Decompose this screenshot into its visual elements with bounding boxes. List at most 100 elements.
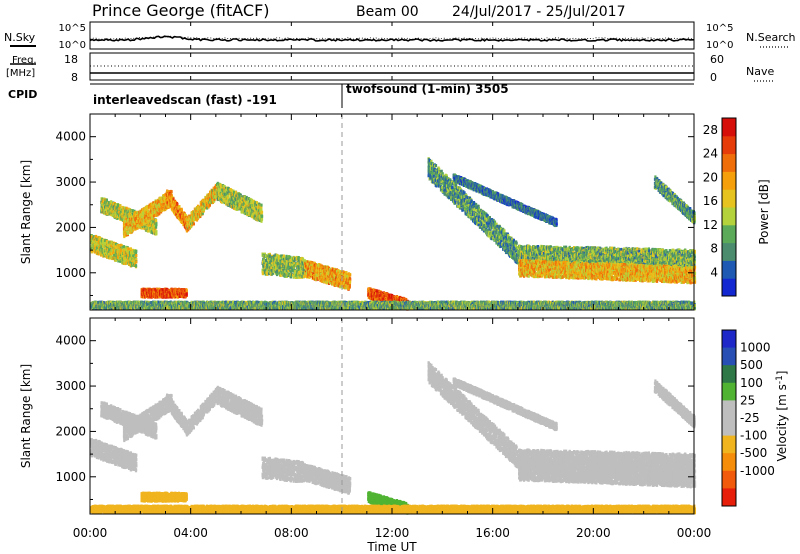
heatmap-cell <box>127 218 130 222</box>
heatmap-cell <box>125 206 128 210</box>
heatmap-cell <box>155 222 158 226</box>
heatmap-cell <box>116 216 119 220</box>
nsearch-noise-trace <box>89 35 695 40</box>
heatmap-cell <box>349 280 352 284</box>
heatmap-cell <box>137 213 140 217</box>
station-title: Prince George (fitACF) <box>92 1 270 20</box>
heatmap-cell <box>129 260 132 264</box>
heatmap-cell <box>122 206 125 210</box>
heatmap-cell <box>149 211 152 215</box>
heatmap-cell <box>105 247 108 251</box>
heatmap-cell <box>110 213 113 217</box>
heatmap-cell <box>125 219 128 223</box>
freq-tick-right-top: 60 <box>710 53 724 66</box>
heatmap-cell <box>95 240 98 244</box>
heatmap-cell <box>119 204 122 208</box>
heatmap-cell <box>117 203 120 207</box>
heatmap-cell <box>126 231 129 235</box>
heatmap-cell <box>110 200 113 204</box>
heatmap-cell <box>143 226 146 230</box>
heatmap-cell <box>114 211 117 214</box>
heatmap-cell <box>170 190 173 194</box>
heatmap-cell <box>126 225 129 229</box>
nsky-tick-left-bottom: 10^0 <box>59 40 86 51</box>
heatmap-cell <box>348 284 351 287</box>
heatmap-cell <box>135 260 138 264</box>
heatmap-cell <box>146 205 149 209</box>
heatmap-cell <box>260 217 264 221</box>
heatmap-cell <box>146 208 149 212</box>
heatmap-cell <box>349 273 352 277</box>
heatmap-cell <box>101 239 105 242</box>
heatmap-cell <box>118 206 121 210</box>
heatmap-cell <box>155 231 158 235</box>
nsearch-legend-label: N.Search <box>746 31 796 44</box>
heatmap-cell <box>134 211 137 214</box>
beam-label: Beam 00 <box>356 4 419 20</box>
heatmap-cell <box>100 252 103 256</box>
heatmap-cell <box>124 206 127 210</box>
heatmap-cell <box>155 219 158 222</box>
heatmap-cell <box>110 244 113 248</box>
heatmap-cell <box>129 223 132 227</box>
heatmap-cell <box>130 215 133 219</box>
heatmap-cell <box>112 248 115 252</box>
heatmap-cell <box>180 208 183 212</box>
heatmap-cell <box>155 225 158 229</box>
heatmap-cell <box>104 239 107 243</box>
heatmap-cell <box>122 245 126 249</box>
date-range: 24/Jul/2017 - 25/Jul/2017 <box>452 4 626 20</box>
heatmap-cell <box>260 214 264 218</box>
heatmap-cell <box>118 259 121 263</box>
heatmap-cell <box>105 205 108 209</box>
heatmap-cell <box>129 229 132 233</box>
heatmap-cell <box>148 225 151 229</box>
heatmap-cell <box>112 205 115 209</box>
heatmap-cell <box>119 217 122 221</box>
heatmap-cell <box>141 214 144 218</box>
heatmap-cell <box>106 212 109 215</box>
heatmap-cell <box>255 201 258 205</box>
nsky-noise-trace <box>89 35 694 42</box>
heatmap-cell <box>114 253 117 257</box>
nave-legend-label: Nave <box>746 65 774 78</box>
heatmap-cell <box>104 242 107 245</box>
heatmap-cell <box>92 235 95 239</box>
freq-label-line1: Freq. <box>12 55 37 66</box>
cpid-label: CPID <box>8 88 37 101</box>
heatmap-cell <box>121 255 124 258</box>
heatmap-cell <box>136 220 139 223</box>
heatmap-cell <box>98 243 101 247</box>
heatmap-cell <box>136 226 139 230</box>
heatmap-cell <box>105 200 108 204</box>
heatmap-cell <box>134 252 138 255</box>
heatmap-cell <box>260 203 263 207</box>
heatmap-cell <box>109 246 112 249</box>
heatmap-cell <box>123 222 126 226</box>
heatmap-cell <box>114 245 118 249</box>
heatmap-cell <box>122 208 125 211</box>
heatmap-cell <box>110 252 113 256</box>
heatmap-cell <box>124 228 127 232</box>
heatmap-cell <box>102 245 105 248</box>
heatmap-cell <box>176 202 179 206</box>
heatmap-cell <box>90 250 93 254</box>
heatmap-cell <box>120 211 123 215</box>
heatmap-cell <box>135 213 138 217</box>
nsky-tick-right-top: 10^5 <box>706 23 733 34</box>
heatmap-cell <box>127 247 130 251</box>
heatmap-cell <box>134 216 137 220</box>
heatmap-cell <box>132 251 135 255</box>
heatmap-cell <box>126 223 129 226</box>
heatmap-cell <box>92 247 95 251</box>
heatmap-cell <box>127 254 130 258</box>
heatmap-cell <box>96 238 99 241</box>
heatmap-cell <box>135 254 138 257</box>
heatmap-cell <box>104 205 107 209</box>
power-heatmap-cells <box>90 157 697 311</box>
heatmap-cell <box>93 240 96 244</box>
heatmap-cell <box>120 248 123 252</box>
heatmap-cell <box>129 226 132 230</box>
heatmap-cell <box>138 210 141 214</box>
heatmap-cell <box>140 223 143 227</box>
